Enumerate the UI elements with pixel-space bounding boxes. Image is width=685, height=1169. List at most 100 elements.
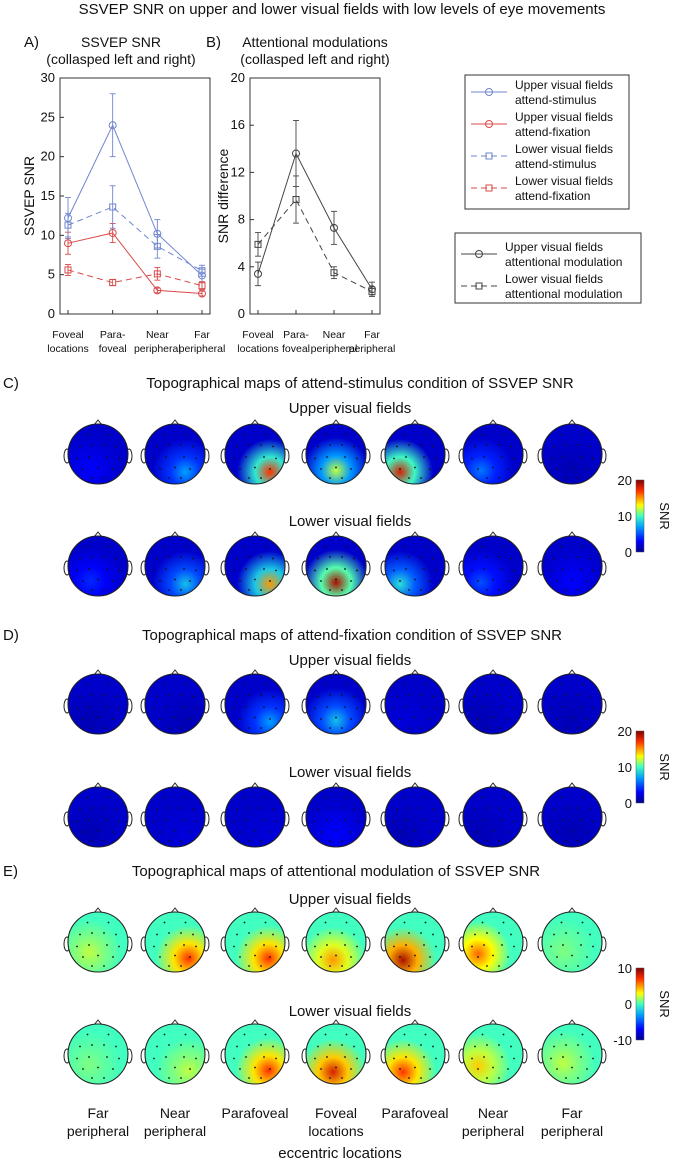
b-point [254, 269, 262, 278]
electrode [393, 945, 395, 948]
electrode [477, 468, 479, 470]
electrode [118, 569, 120, 572]
scalp [462, 1023, 524, 1085]
panel-a: A) SSVEP SNR (collasped left and right) … [21, 34, 225, 355]
b-xtick-label: Near [323, 329, 346, 341]
electrode [592, 707, 594, 710]
a-xtick-label: Foveal [52, 329, 84, 341]
electrode [356, 945, 358, 948]
electrode [414, 829, 416, 832]
legend-label: attend-stimulus [515, 157, 596, 171]
electrode [571, 578, 573, 581]
electrode [233, 945, 235, 948]
electrode [341, 477, 343, 479]
electrode [103, 965, 105, 967]
electrode [260, 589, 262, 591]
electrode [556, 468, 558, 470]
electrode [560, 796, 563, 799]
electrode [112, 580, 114, 582]
electrode [192, 445, 194, 448]
electrode [180, 965, 182, 967]
electrode [97, 1066, 99, 1069]
electrode [79, 1045, 81, 1048]
electrode [192, 808, 194, 811]
b-point [292, 149, 300, 158]
electrode [335, 466, 337, 469]
e-topomap [220, 1019, 290, 1085]
electrode [393, 569, 395, 572]
electrode [577, 932, 579, 934]
panel-b: B) Attentional modulations (collasped le… [206, 34, 395, 355]
a-point [109, 279, 117, 287]
electrode [341, 556, 343, 558]
eccentricity-label: Far [88, 1105, 109, 1121]
electrode [589, 695, 591, 698]
electrode [260, 556, 262, 558]
electrode [393, 457, 395, 460]
electrode [345, 1033, 348, 1036]
c-topomap [301, 419, 371, 485]
electrode [263, 1056, 265, 1058]
electrode [486, 589, 488, 591]
scalp [67, 911, 129, 973]
electrode [174, 578, 176, 581]
electrode [399, 580, 401, 582]
electrode [272, 1045, 274, 1048]
electrode [550, 457, 552, 460]
electrode [97, 716, 99, 719]
electrode [432, 445, 434, 448]
electrode [498, 807, 500, 809]
electrode [341, 965, 343, 967]
colorbar-tick-label: -10 [613, 1033, 632, 1048]
electrode [335, 829, 337, 832]
electrode [245, 1056, 247, 1058]
electrode [245, 568, 247, 570]
electrode [159, 1068, 161, 1070]
eccentricity-label: Near [160, 1105, 191, 1121]
electrode [577, 1077, 579, 1079]
electrode [248, 1077, 250, 1079]
electrode [118, 820, 120, 823]
electrode [324, 433, 327, 436]
electrode [168, 556, 170, 558]
electrode [429, 718, 431, 720]
electrode [115, 695, 117, 698]
electrode [165, 944, 167, 946]
electrode [483, 1056, 485, 1058]
electrode [341, 1077, 343, 1079]
b-xtick-label: Para- [283, 329, 309, 341]
electrode [581, 1033, 584, 1036]
electrode [260, 444, 262, 446]
electrode [350, 718, 352, 720]
electrode [115, 808, 117, 811]
electrode [156, 445, 158, 448]
electrode [326, 944, 328, 946]
electrode [589, 557, 591, 560]
a-xtick-label: Far [194, 329, 210, 341]
electrode [408, 840, 410, 842]
electrode [344, 819, 346, 821]
panel-e-row2: Lower visual fields [289, 1003, 412, 1020]
electrode [153, 457, 155, 460]
a-point [64, 266, 72, 274]
e-topomap [63, 1019, 133, 1085]
panel-a-ylabel: SSVEP SNR [21, 156, 37, 236]
electrode [107, 796, 110, 799]
electrode [335, 1066, 337, 1069]
electrode [88, 944, 90, 946]
electrode [405, 456, 407, 458]
electrode [556, 831, 558, 833]
electrode [324, 1033, 327, 1036]
electrode [565, 1044, 567, 1046]
electrode [91, 1077, 93, 1079]
electrode [501, 706, 503, 708]
electrode [269, 831, 271, 833]
legend-swatch-marker [485, 88, 493, 96]
electrode [483, 568, 485, 570]
electrode [275, 820, 277, 823]
e-topomap [458, 907, 528, 973]
scalp [67, 786, 129, 848]
electrode [243, 545, 246, 548]
electrode [91, 1044, 93, 1046]
electrode [183, 1056, 185, 1058]
